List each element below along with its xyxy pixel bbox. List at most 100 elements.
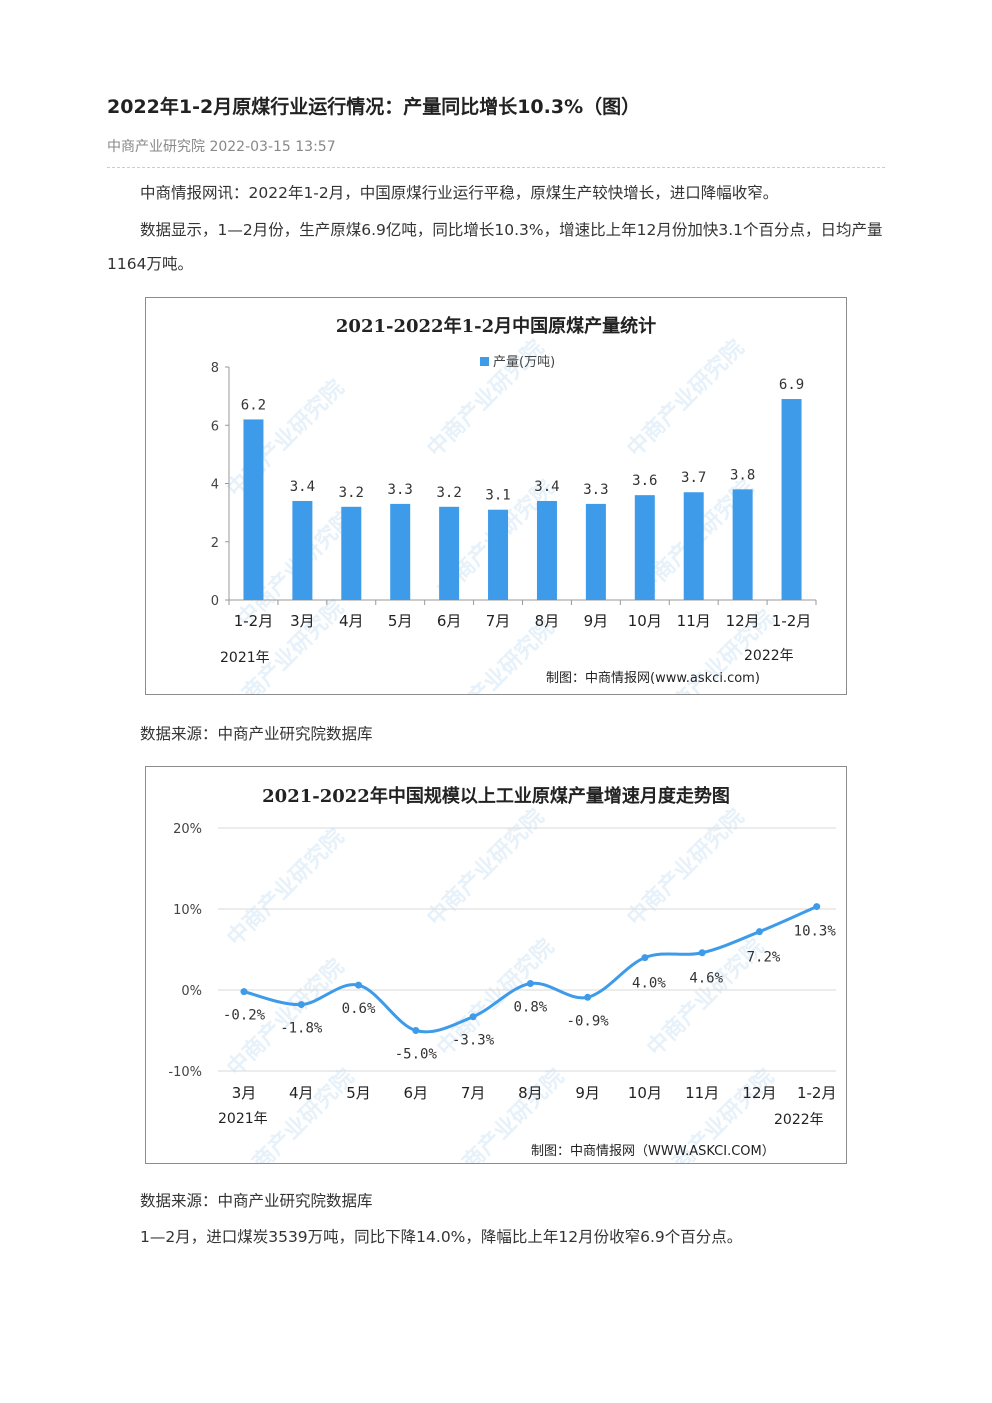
y-tick-label: -10%	[168, 1065, 202, 1080]
data-point	[297, 1001, 305, 1009]
data-point	[469, 1013, 477, 1021]
x-category-label: 9月	[575, 1084, 600, 1102]
legend-label: 产量(万吨)	[493, 355, 555, 370]
bar-value-label: 3.3	[583, 482, 608, 498]
x-category-label: 8月	[518, 1084, 543, 1102]
line-chart: 中商产业研究院 中商产业研究院 中商产业研究院 中商产业研究院 中商产业研究院 中商产业研…	[145, 766, 847, 1164]
bar	[634, 495, 655, 600]
point-value-label: -5.0%	[395, 1047, 438, 1063]
point-value-label: 4.6%	[689, 971, 723, 987]
y-tick-label: 6	[211, 419, 219, 434]
bar-value-label: 3.7	[681, 470, 706, 486]
bar	[536, 500, 557, 600]
point-value-label: 0.8%	[514, 1000, 548, 1016]
x-category-label: 11月	[685, 1084, 719, 1102]
point-value-label: 10.3%	[794, 924, 837, 940]
bar	[439, 506, 460, 600]
watermark-text: 中商产业研究院	[422, 804, 549, 931]
data-point	[813, 903, 821, 911]
bar-value-label: 3.4	[534, 479, 559, 495]
bar	[585, 503, 606, 600]
x-category-label: 5月	[388, 612, 413, 630]
paragraph-data-text: 数据显示，1—2月份，生产原煤6.9亿吨，同比增长10.3%，增速比上年12月份…	[107, 221, 883, 273]
bar	[488, 509, 509, 600]
bar-chart-title: 2021-2022年1-2月中国原煤产量统计	[336, 315, 656, 337]
data-point	[698, 949, 706, 957]
bar-value-label: 3.4	[290, 479, 315, 495]
paragraph-import-text: 1—2月，进口煤炭3539万吨，同比下降14.0%，降幅比上年12月份收窄6.9…	[140, 1228, 743, 1246]
bar	[390, 503, 411, 600]
paragraph-intro-text: 中商情报网讯：2022年1-2月，中国原煤行业运行平稳，原煤生产较快增长，进口降…	[140, 184, 779, 202]
watermark-text: 中商产业研究院	[222, 375, 349, 502]
point-value-label: -3.3%	[452, 1033, 495, 1049]
year-end-label: 2022年	[744, 648, 794, 664]
article-title: 2022年1-2月原煤行业运行情况：产量同比增长10.3%（图）	[107, 96, 641, 118]
y-tick-label: 20%	[173, 822, 202, 837]
paragraph-data: 数据显示，1—2月份，生产原煤6.9亿吨，同比增长10.3%，增速比上年12月份…	[107, 213, 887, 281]
bar-value-label: 6.2	[241, 397, 266, 413]
data-point	[240, 988, 248, 996]
y-tick-label: 0	[211, 594, 219, 609]
bar	[732, 489, 753, 600]
article-meta: 中商产业研究院 2022-03-15 13:57	[107, 139, 336, 155]
x-category-label: 6月	[437, 612, 462, 630]
bar-chart: 中商产业研究院 中商产业研究院 中商产业研究院 中商产业研究院 中商产业研究院 中商产业研…	[145, 297, 847, 695]
bar	[683, 492, 704, 600]
y-tick-label: 10%	[173, 903, 202, 918]
year-end-label: 2022年	[774, 1112, 824, 1128]
point-value-label: -1.8%	[280, 1021, 323, 1037]
bar-value-label: 3.1	[485, 488, 510, 504]
x-category-label: 11月	[677, 612, 711, 630]
y-tick-label: 2	[211, 536, 219, 551]
paragraph-import: 1—2月，进口煤炭3539万吨，同比下降14.0%，降幅比上年12月份收窄6.9…	[107, 1220, 887, 1254]
x-category-label: 3月	[232, 1084, 257, 1102]
year-start-label: 2021年	[220, 650, 270, 666]
x-category-label: 1-2月	[772, 612, 812, 630]
data-point	[526, 980, 534, 988]
y-tick-label: 8	[211, 361, 219, 376]
line-chart-title: 2021-2022年中国规模以上工业原煤产量增速月度走势图	[262, 785, 730, 807]
source-note-1: 数据来源：中商产业研究院数据库	[140, 725, 373, 743]
point-value-label: 4.0%	[632, 976, 666, 992]
data-point	[412, 1027, 420, 1034]
bar	[292, 500, 313, 600]
point-value-label: 0.6%	[342, 1001, 376, 1017]
point-value-label: 7.2%	[747, 950, 781, 966]
x-category-label: 1-2月	[234, 612, 273, 630]
x-category-label: 9月	[584, 612, 609, 630]
y-tick-label: 4	[211, 478, 219, 493]
data-point	[641, 954, 649, 962]
watermark-text: 中商产业研究院	[432, 934, 559, 1061]
x-category-label: 5月	[346, 1084, 371, 1102]
legend-swatch	[480, 357, 489, 366]
watermark-text: 中商产业研究院	[222, 824, 349, 951]
chart-credit: 制图：中商情报网（WWW.ASKCI.COM）	[531, 1144, 775, 1159]
x-category-label: 7月	[461, 1084, 486, 1102]
x-category-label: 8月	[535, 612, 560, 630]
data-point	[355, 981, 363, 989]
watermark-text: 中商产业研究院	[622, 804, 749, 931]
bar-value-label: 3.8	[730, 467, 755, 483]
y-tick-label: 0%	[181, 984, 202, 999]
source-note-2: 数据来源：中商产业研究院数据库	[140, 1192, 373, 1210]
chart-credit: 制图：中商情报网(www.askci.com)	[546, 671, 760, 686]
bar	[243, 419, 264, 600]
bar-value-label: 3.2	[436, 485, 461, 501]
divider	[107, 167, 885, 168]
data-point	[584, 993, 592, 1001]
year-start-label: 2021年	[218, 1111, 268, 1127]
paragraph-intro: 中商情报网讯：2022年1-2月，中国原煤行业运行平稳，原煤生产较快增长，进口降…	[107, 176, 887, 210]
point-value-label: -0.2%	[223, 1008, 266, 1024]
x-category-label: 4月	[339, 612, 364, 630]
x-category-label: 12月	[742, 1084, 776, 1102]
point-value-label: -0.9%	[567, 1013, 610, 1029]
bar-value-label: 3.6	[632, 473, 657, 489]
bar-value-label: 3.2	[339, 485, 364, 501]
x-category-label: 1-2月	[797, 1084, 837, 1102]
x-category-label: 10月	[628, 612, 662, 630]
bar-value-label: 6.9	[779, 377, 804, 393]
x-category-label: 6月	[404, 1084, 429, 1102]
x-category-label: 7月	[486, 612, 511, 630]
